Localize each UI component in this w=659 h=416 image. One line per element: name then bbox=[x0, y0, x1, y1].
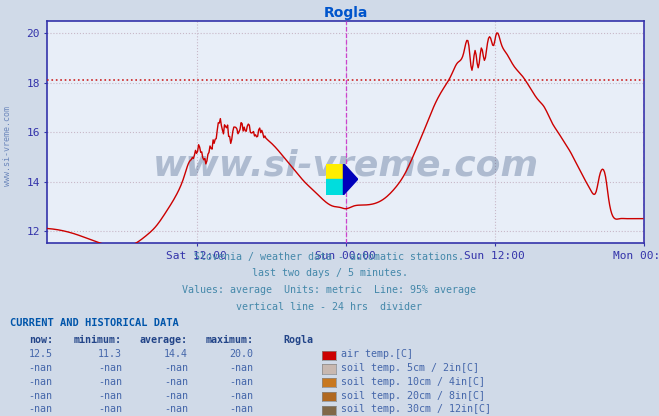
Polygon shape bbox=[326, 163, 343, 179]
Text: -nan: -nan bbox=[98, 404, 122, 414]
Text: -nan: -nan bbox=[29, 363, 53, 373]
Text: -nan: -nan bbox=[164, 391, 188, 401]
Polygon shape bbox=[326, 179, 343, 195]
Text: CURRENT AND HISTORICAL DATA: CURRENT AND HISTORICAL DATA bbox=[10, 318, 179, 328]
Text: Rogla: Rogla bbox=[283, 335, 313, 345]
Text: -nan: -nan bbox=[164, 363, 188, 373]
Text: 12.5: 12.5 bbox=[29, 349, 53, 359]
Text: -nan: -nan bbox=[29, 404, 53, 414]
Text: -nan: -nan bbox=[164, 404, 188, 414]
Text: now:: now: bbox=[29, 335, 53, 345]
Text: -nan: -nan bbox=[98, 377, 122, 387]
Text: -nan: -nan bbox=[29, 391, 53, 401]
Text: maximum:: maximum: bbox=[206, 335, 254, 345]
Text: average:: average: bbox=[140, 335, 188, 345]
Text: soil temp. 20cm / 8in[C]: soil temp. 20cm / 8in[C] bbox=[341, 391, 486, 401]
Text: 11.3: 11.3 bbox=[98, 349, 122, 359]
Text: -nan: -nan bbox=[98, 391, 122, 401]
Polygon shape bbox=[343, 163, 358, 195]
Text: vertical line - 24 hrs  divider: vertical line - 24 hrs divider bbox=[237, 302, 422, 312]
Text: www.si-vreme.com: www.si-vreme.com bbox=[153, 149, 538, 183]
Text: soil temp. 30cm / 12in[C]: soil temp. 30cm / 12in[C] bbox=[341, 404, 492, 414]
Text: -nan: -nan bbox=[230, 391, 254, 401]
Text: soil temp. 5cm / 2in[C]: soil temp. 5cm / 2in[C] bbox=[341, 363, 479, 373]
Text: 14.4: 14.4 bbox=[164, 349, 188, 359]
Text: air temp.[C]: air temp.[C] bbox=[341, 349, 413, 359]
Text: Values: average  Units: metric  Line: 95% average: Values: average Units: metric Line: 95% … bbox=[183, 285, 476, 295]
Text: -nan: -nan bbox=[230, 404, 254, 414]
Text: -nan: -nan bbox=[29, 377, 53, 387]
Text: last two days / 5 minutes.: last two days / 5 minutes. bbox=[252, 268, 407, 278]
Title: Rogla: Rogla bbox=[324, 6, 368, 20]
Text: -nan: -nan bbox=[230, 363, 254, 373]
Text: -nan: -nan bbox=[98, 363, 122, 373]
Text: www.si-vreme.com: www.si-vreme.com bbox=[3, 106, 13, 186]
Text: -nan: -nan bbox=[230, 377, 254, 387]
Text: Slovenia / weather data - automatic stations.: Slovenia / weather data - automatic stat… bbox=[194, 252, 465, 262]
Text: minimum:: minimum: bbox=[74, 335, 122, 345]
Text: -nan: -nan bbox=[164, 377, 188, 387]
Text: soil temp. 10cm / 4in[C]: soil temp. 10cm / 4in[C] bbox=[341, 377, 486, 387]
Text: 20.0: 20.0 bbox=[230, 349, 254, 359]
